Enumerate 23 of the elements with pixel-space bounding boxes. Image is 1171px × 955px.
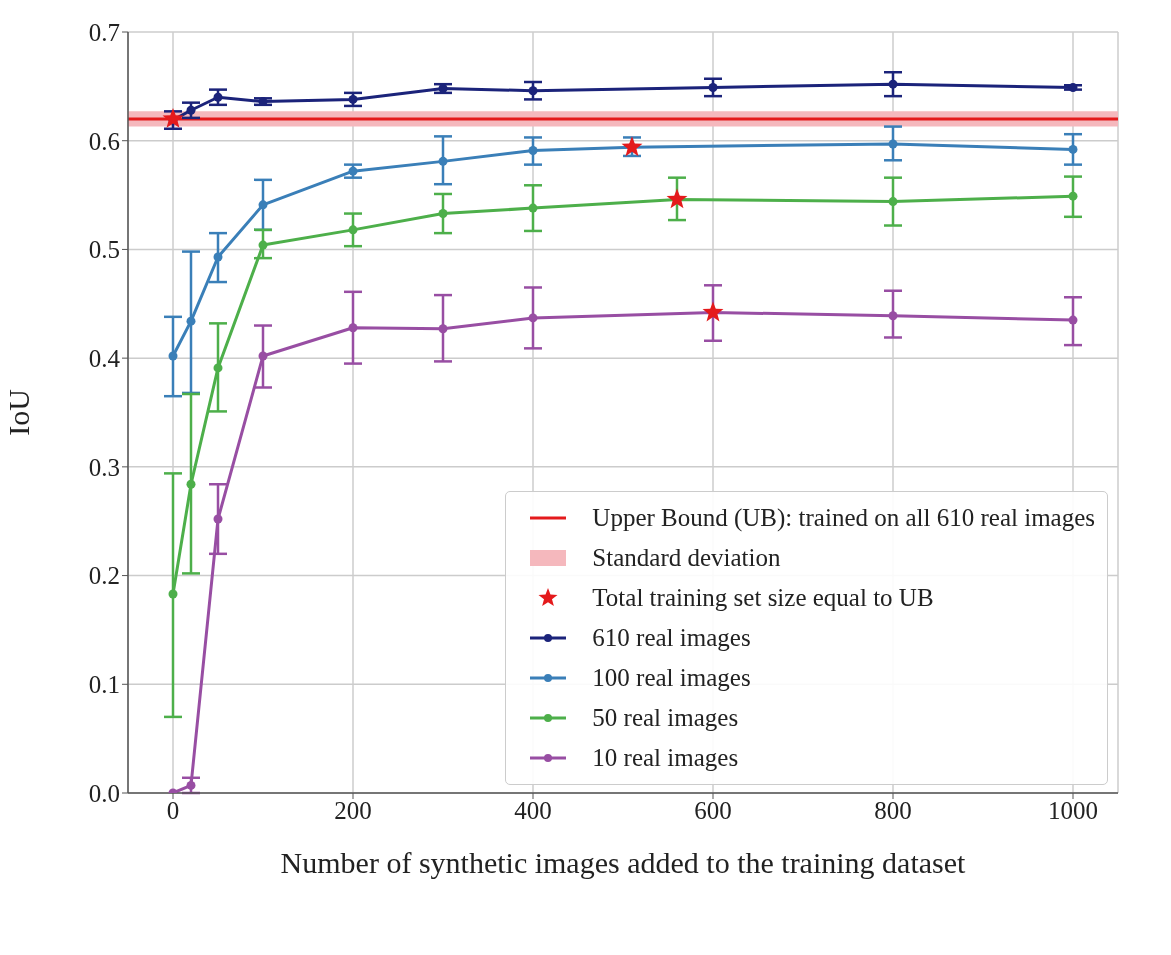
legend-label: Upper Bound (UB): trained on all 610 real images — [592, 504, 1095, 532]
y-tick-label: 0.0 — [88, 779, 120, 807]
y-tick-label: 0.3 — [88, 453, 120, 481]
y-tick-label: 0.6 — [88, 127, 120, 155]
legend-label: Standard deviation — [592, 544, 781, 572]
legend-label: Total training set size equal to UB — [592, 584, 934, 612]
x-tick-label: 400 — [514, 796, 552, 824]
y-tick-label: 0.5 — [88, 236, 120, 264]
y-tick-label: 0.4 — [88, 345, 121, 373]
y-tick-label: 0.1 — [88, 671, 120, 699]
legend-label: 50 real images — [592, 704, 739, 732]
x-tick-label: 0 — [166, 796, 180, 824]
y-tick-label: 0.7 — [88, 18, 120, 46]
y-tick-label: 0.2 — [88, 562, 120, 590]
x-tick-label: 200 — [334, 796, 372, 824]
y-axis-title: IoU — [1, 388, 35, 436]
x-tick-label: 800 — [874, 796, 912, 824]
x-axis-title: Number of synthetic images added to the training dataset — [280, 846, 967, 879]
legend-label: 610 real images — [592, 624, 751, 652]
x-tick-label: 1000 — [1048, 796, 1098, 824]
x-tick-label: 600 — [694, 796, 732, 824]
legend-label: 10 real images — [592, 744, 739, 772]
legend-label: 100 real images — [592, 664, 751, 692]
